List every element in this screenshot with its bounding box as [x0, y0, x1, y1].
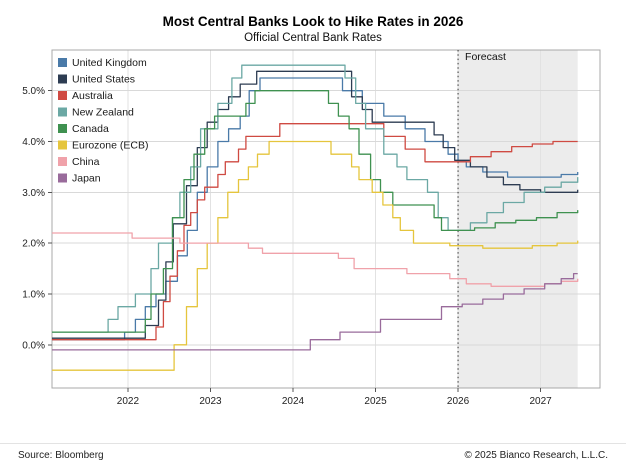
forecast-label: Forecast [465, 51, 506, 63]
chart-header: Most Central Banks Look to Hike Rates in… [0, 13, 626, 46]
x-tick-label: 2027 [529, 396, 552, 407]
legend-swatch-australia [58, 91, 67, 100]
legend-label-china: China [72, 156, 100, 168]
legend-label-united-kingdom: United Kingdom [72, 57, 147, 69]
series-line-canada [52, 90, 579, 333]
x-tick-label: 2022 [117, 396, 140, 407]
copyright-note: © 2025 Bianco Research, L.L.C. [464, 450, 608, 461]
series-line-new-zealand [52, 64, 579, 333]
y-tick-label: 4.0% [22, 137, 45, 148]
y-tick-label: 0.0% [22, 340, 45, 351]
legend-label-new-zealand: New Zealand [72, 107, 134, 119]
series-line-eurozone-ecb [52, 140, 579, 371]
legend-swatch-china [58, 157, 67, 166]
y-tick-label: 2.0% [22, 239, 45, 250]
y-tick-label: 3.0% [22, 188, 45, 199]
x-tick-label: 2025 [364, 396, 387, 407]
series-line-japan [52, 272, 578, 351]
y-tick-label: 5.0% [22, 86, 45, 97]
legend-swatch-new-zealand [58, 107, 67, 117]
legend-swatch-united-states [58, 74, 67, 84]
y-tick-label: 1.0% [22, 289, 45, 300]
legend-swatch-eurozone-ecb [58, 140, 67, 150]
forecast-band [458, 50, 578, 388]
chart-footer: Source: Bloomberg © 2025 Bianco Research… [0, 443, 626, 461]
legend-label-australia: Australia [72, 90, 113, 102]
series-line-australia [52, 123, 578, 341]
legend-label-canada: Canada [72, 123, 109, 135]
x-tick-label: 2023 [199, 396, 222, 407]
legend-swatch-united-kingdom [58, 58, 67, 67]
line-chart-canvas: 0.0% 1.0% 2.0% 3.0% 4.0% 5.0% 2022 2023 2024 2025… [22, 49, 601, 407]
legend-swatch-canada [58, 124, 67, 133]
chart-subtitle: Official Central Bank Rates [244, 32, 382, 44]
legend-swatch-japan [58, 173, 67, 183]
x-tick-label: 2026 [447, 396, 470, 407]
x-tick-label: 2024 [282, 396, 305, 407]
plot-border [51, 49, 601, 389]
legend-label-japan: Japan [72, 173, 101, 185]
legend-label-united-states: United States [72, 74, 135, 86]
chart-page: Most Central Banks Look to Hike Rates in… [0, 13, 626, 461]
series-line-united-states [52, 70, 579, 339]
chart-title: Most Central Banks Look to Hike Rates in… [162, 14, 464, 29]
source-note: Source: Bloomberg [18, 450, 104, 461]
legend-label-eurozone-ecb: Eurozone (ECB) [72, 140, 148, 152]
